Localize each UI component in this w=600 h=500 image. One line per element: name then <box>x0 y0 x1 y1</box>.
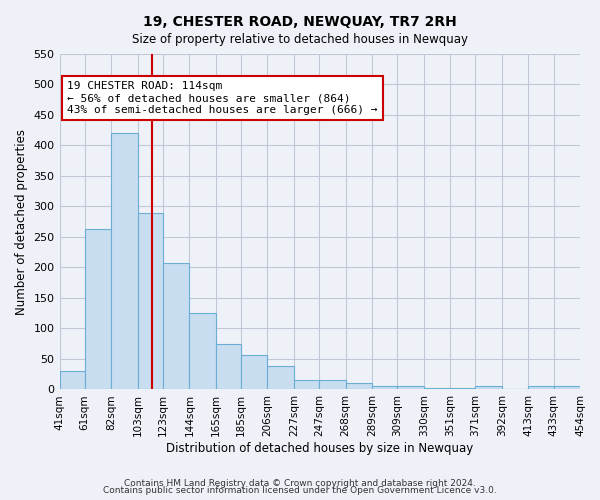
Bar <box>216 344 241 390</box>
Bar <box>241 354 268 390</box>
Bar <box>111 134 137 390</box>
Bar <box>268 366 294 390</box>
Text: 19 CHESTER ROAD: 114sqm
← 56% of detached houses are smaller (864)
43% of semi-d: 19 CHESTER ROAD: 114sqm ← 56% of detache… <box>67 82 377 114</box>
Bar <box>397 386 424 390</box>
Text: Contains public sector information licensed under the Open Government Licence v3: Contains public sector information licen… <box>103 486 497 495</box>
Bar <box>163 263 190 390</box>
Bar <box>424 388 450 390</box>
X-axis label: Distribution of detached houses by size in Newquay: Distribution of detached houses by size … <box>166 442 473 455</box>
Bar <box>346 384 372 390</box>
Bar <box>475 386 502 390</box>
Bar <box>137 212 163 390</box>
Text: Contains HM Land Registry data © Crown copyright and database right 2024.: Contains HM Land Registry data © Crown c… <box>124 478 476 488</box>
Bar <box>372 386 397 390</box>
Bar <box>294 380 319 390</box>
Bar <box>59 371 85 390</box>
Bar <box>319 380 346 390</box>
Bar <box>190 312 216 390</box>
Bar <box>529 386 554 390</box>
Text: Size of property relative to detached houses in Newquay: Size of property relative to detached ho… <box>132 32 468 46</box>
Y-axis label: Number of detached properties: Number of detached properties <box>15 128 28 314</box>
Bar <box>85 229 111 390</box>
Text: 19, CHESTER ROAD, NEWQUAY, TR7 2RH: 19, CHESTER ROAD, NEWQUAY, TR7 2RH <box>143 15 457 29</box>
Bar <box>450 388 475 390</box>
Bar <box>554 386 580 390</box>
